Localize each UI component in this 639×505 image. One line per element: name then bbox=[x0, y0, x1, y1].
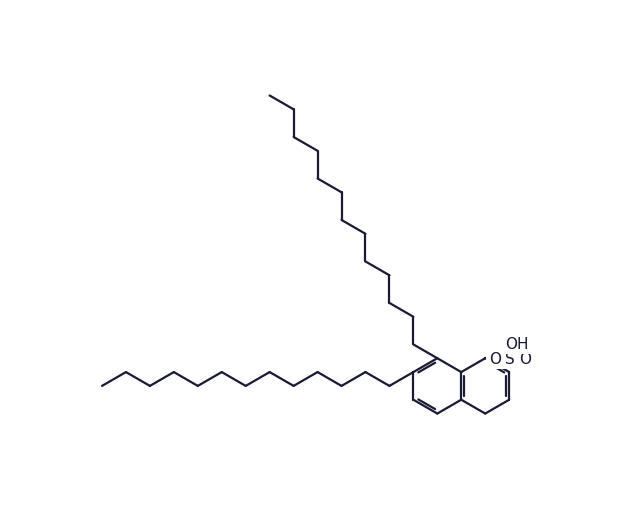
Text: O: O bbox=[489, 351, 501, 366]
Text: OH: OH bbox=[505, 336, 528, 351]
Text: S: S bbox=[505, 351, 515, 366]
Text: O: O bbox=[520, 351, 531, 366]
